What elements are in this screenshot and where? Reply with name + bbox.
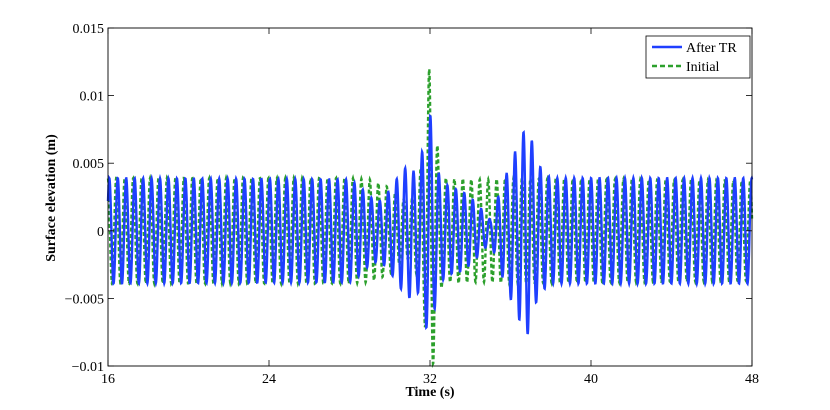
y-axis-label: Surface elevation (m)	[44, 134, 59, 262]
x-tick-label: 40	[584, 372, 598, 387]
y-tick-label: −0.005	[65, 292, 104, 307]
legend-label-after-tr: After TR	[686, 41, 737, 56]
x-tick-label: 24	[262, 372, 276, 387]
series-line-after-tr	[106, 113, 754, 335]
x-tick-label: 32	[423, 372, 437, 387]
y-tick-label: 0.005	[73, 157, 105, 172]
y-tick-label: 0.015	[73, 22, 105, 37]
y-tick-label: 0	[97, 225, 104, 240]
y-tick-label: 0.01	[80, 90, 105, 105]
legend-label-initial: Initial	[686, 60, 720, 75]
series-layer	[106, 68, 754, 369]
legend-box	[645, 35, 751, 79]
y-tick-label: −0.01	[72, 360, 104, 375]
x-tick-label: 48	[745, 372, 759, 387]
x-tick-label: 16	[101, 372, 115, 387]
legend: After TR Initial	[645, 35, 751, 79]
x-axis-label: Time (s)	[405, 385, 454, 400]
axes-layer: 16 24 32 40 48 −0.01 −0.005 0 0.005 0.01 0.015	[65, 22, 759, 387]
